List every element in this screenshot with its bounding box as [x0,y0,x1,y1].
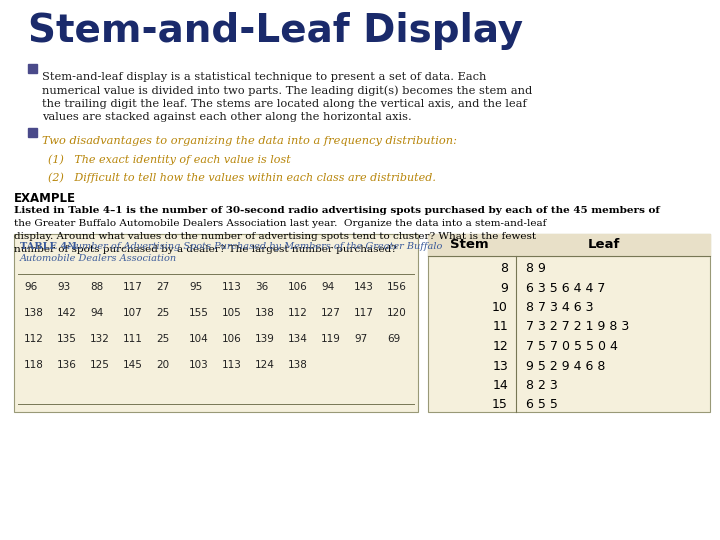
Text: 10: 10 [492,301,508,314]
Text: number of spots purchased by a dealer? The largest number purchased?: number of spots purchased by a dealer? T… [14,245,397,254]
Text: Leaf: Leaf [588,238,621,251]
Text: 6 5 5: 6 5 5 [526,399,558,411]
Text: 14: 14 [492,379,508,392]
Text: 142: 142 [57,308,77,318]
Text: 15: 15 [492,399,508,411]
Text: TABLE 4-1: TABLE 4-1 [20,242,78,251]
Text: the Greater Buffalo Automobile Dealers Association last year.  Organize the data: the Greater Buffalo Automobile Dealers A… [14,219,546,228]
Text: 145: 145 [123,360,143,370]
Bar [28,64,37,73]
Text: (2)   Difficult to tell how the values within each class are distributed.: (2) Difficult to tell how the values wit… [48,172,436,183]
Text: 119: 119 [321,334,341,344]
Text: 97: 97 [354,334,367,344]
Text: 113: 113 [222,282,242,292]
Text: 94: 94 [321,282,334,292]
Text: 106: 106 [288,282,307,292]
Text: 107: 107 [123,308,143,318]
Text: 139: 139 [255,334,275,344]
Text: 95: 95 [189,282,202,292]
Text: 124: 124 [255,360,275,370]
Text: 13: 13 [492,360,508,373]
Text: EXAMPLE: EXAMPLE [14,192,76,205]
Text: 120: 120 [387,308,407,318]
Text: 8 7 3 4 6 3: 8 7 3 4 6 3 [526,301,593,314]
Text: 12: 12 [492,340,508,353]
Text: 7 5 7 0 5 5 0 4: 7 5 7 0 5 5 0 4 [526,340,618,353]
Text: 7 3 2 7 2 1 9 8 3: 7 3 2 7 2 1 9 8 3 [526,321,629,334]
Bar [28,128,37,137]
Text: 20: 20 [156,360,169,370]
Text: Listed in Table 4–1 is the number of 30-second radio advertising spots purchased: Listed in Table 4–1 is the number of 30-… [14,206,660,215]
Text: 106: 106 [222,334,242,344]
Text: (1)   The exact identity of each value is lost: (1) The exact identity of each value is … [48,154,291,165]
Text: 138: 138 [255,308,275,318]
Text: 25: 25 [156,308,169,318]
Text: 69: 69 [387,334,400,344]
Text: display. Around what values do the number of advertising spots tend to cluster? : display. Around what values do the numbe… [14,232,536,241]
Text: 118: 118 [24,360,44,370]
Text: 6 3 5 6 4 4 7: 6 3 5 6 4 4 7 [526,281,606,294]
Text: Stem-and-Leaf Display: Stem-and-Leaf Display [28,12,523,50]
Text: 134: 134 [288,334,308,344]
Text: 112: 112 [288,308,308,318]
Text: 103: 103 [189,360,209,370]
Bar [428,234,710,256]
Text: 111: 111 [123,334,143,344]
Text: 9 5 2 9 4 6 8: 9 5 2 9 4 6 8 [526,360,606,373]
Text: 94: 94 [90,308,103,318]
Text: 11: 11 [492,321,508,334]
Text: 127: 127 [321,308,341,318]
Text: the trailing digit the leaf. The stems are located along the vertical axis, and : the trailing digit the leaf. The stems a… [42,99,527,109]
Text: 8: 8 [500,262,508,275]
Text: 136: 136 [57,360,77,370]
Text: 96: 96 [24,282,37,292]
Text: 113: 113 [222,360,242,370]
Text: 135: 135 [57,334,77,344]
Text: 105: 105 [222,308,242,318]
Text: 125: 125 [90,360,110,370]
Text: 9: 9 [500,281,508,294]
Text: numerical value is divided into two parts. The leading digit(s) becomes the stem: numerical value is divided into two part… [42,85,532,96]
Text: 156: 156 [387,282,407,292]
Text: 117: 117 [354,308,374,318]
Text: 132: 132 [90,334,110,344]
Text: Two disadvantages to organizing the data into a frequency distribution:: Two disadvantages to organizing the data… [42,136,457,146]
Text: Stem: Stem [450,238,489,251]
Text: 155: 155 [189,308,209,318]
FancyBboxPatch shape [14,234,418,412]
Text: 93: 93 [57,282,71,292]
Text: 36: 36 [255,282,269,292]
Text: 88: 88 [90,282,103,292]
Text: values are stacked against each other along the horizontal axis.: values are stacked against each other al… [42,112,412,123]
Text: Number of Advertising Spots Purchased by Members of the Greater Buffalo: Number of Advertising Spots Purchased by… [64,242,442,251]
Text: 138: 138 [24,308,44,318]
Text: 117: 117 [123,282,143,292]
Text: 8 9: 8 9 [526,262,546,275]
Text: 112: 112 [24,334,44,344]
Text: 104: 104 [189,334,209,344]
Text: Stem-and-leaf display is a statistical technique to present a set of data. Each: Stem-and-leaf display is a statistical t… [42,72,487,82]
Text: 143: 143 [354,282,374,292]
Text: 27: 27 [156,282,169,292]
Text: Automobile Dealers Association: Automobile Dealers Association [20,254,177,263]
FancyBboxPatch shape [428,234,710,412]
Text: 138: 138 [288,360,308,370]
Text: 25: 25 [156,334,169,344]
Text: 8 2 3: 8 2 3 [526,379,558,392]
